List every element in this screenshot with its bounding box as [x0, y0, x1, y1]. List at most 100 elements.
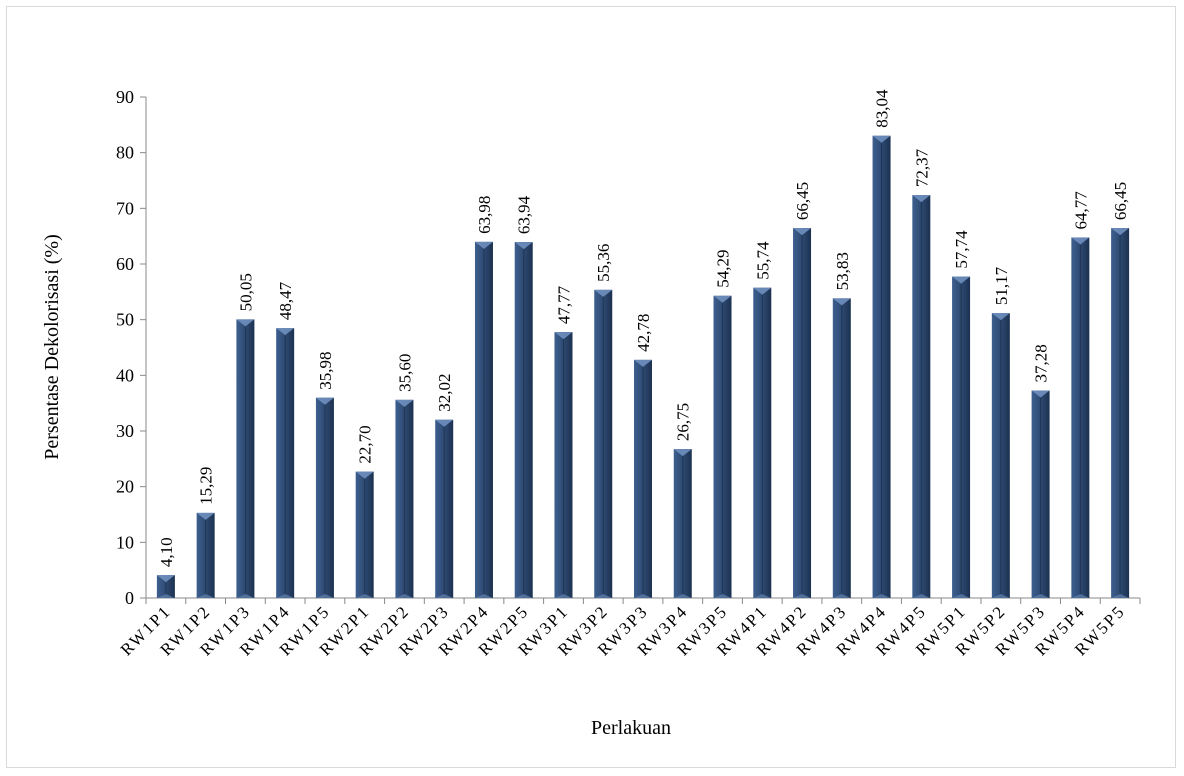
data-labels: 4,10RW1P115,29RW1P250,05RW1P348,47RW1P43…	[117, 89, 1130, 659]
y-axis-title: Persentase Dekolorisasi (%)	[41, 234, 63, 460]
bar-bevel-bottom	[793, 594, 812, 598]
bar-bevel	[315, 397, 334, 405]
bar-bevel	[912, 195, 931, 203]
bar-rw3p2	[594, 289, 613, 598]
bar-bevel-bottom	[872, 594, 891, 598]
bar-rw4p3	[832, 298, 851, 598]
bar-bevel-bottom	[713, 594, 732, 598]
y-tick-label: 20	[116, 477, 134, 497]
data-label: 63,94	[515, 195, 534, 234]
bar-bevel-bottom	[395, 594, 414, 598]
data-label: 55,74	[753, 241, 772, 280]
bar-bevel	[753, 287, 772, 295]
bar-rw3p1	[554, 332, 573, 598]
data-label: 15,29	[197, 467, 216, 505]
data-label: 32,02	[435, 374, 454, 412]
bar-rw2p4	[474, 241, 493, 598]
axes: 0 10 20 30 40 50 60 70 80 90	[116, 87, 1141, 608]
bar-bevel	[673, 449, 692, 457]
bar-rw5p3	[1031, 390, 1050, 598]
bar-rw2p3	[435, 419, 454, 598]
bar-bevel	[156, 575, 175, 583]
data-label: 66,45	[793, 182, 812, 220]
x-axis-title: Perlakuan	[591, 717, 671, 739]
y-tick-label: 80	[116, 143, 134, 163]
bar-bevel-bottom	[474, 594, 493, 598]
data-label: 47,77	[554, 285, 573, 324]
bar-bevel	[634, 359, 652, 367]
bar-bevel	[474, 241, 493, 249]
bar-bevel	[435, 419, 454, 427]
bar-bevel-bottom	[1071, 594, 1090, 598]
bar-bevel-bottom	[435, 594, 454, 598]
data-label: 57,74	[952, 230, 971, 269]
bar-rw1p3	[236, 319, 255, 598]
bar-bevel-bottom	[753, 594, 772, 598]
bar-rw3p4	[673, 449, 692, 598]
data-label: 64,77	[1071, 191, 1090, 230]
y-tick-label: 60	[116, 254, 134, 274]
bar-rw3p3	[634, 359, 652, 598]
bar-bevel	[196, 512, 215, 520]
bar-bevel	[872, 135, 891, 143]
bar-bevel	[395, 399, 414, 407]
bars	[156, 135, 1130, 599]
bar-rw4p2	[793, 228, 812, 598]
bar-bevel	[991, 313, 1010, 321]
y-tick-label: 0	[125, 588, 134, 608]
bar-bevel-bottom	[1111, 594, 1130, 598]
bar-bevel	[1111, 228, 1130, 236]
bar-bevel-bottom	[276, 594, 295, 598]
bar-bevel	[1071, 237, 1090, 245]
bar-bevel-bottom	[673, 594, 692, 598]
bar-rw1p4	[276, 328, 295, 598]
bar-rw5p4	[1071, 237, 1090, 598]
bar-bevel-bottom	[991, 594, 1010, 598]
bar-bevel-bottom	[315, 594, 334, 598]
bar-rw4p5	[912, 195, 931, 599]
bar-bevel	[355, 471, 374, 479]
data-label: 63,98	[475, 196, 494, 234]
bar-bevel	[594, 289, 613, 297]
bar-bevel	[514, 242, 533, 250]
bar-bevel-bottom	[355, 594, 374, 598]
bar-bevel-bottom	[832, 594, 851, 598]
y-tick-label: 10	[116, 532, 134, 552]
bar-bevel	[713, 295, 732, 303]
bar-bevel-bottom	[634, 594, 652, 598]
data-label: 26,75	[674, 403, 693, 441]
bar-bevel-bottom	[912, 594, 931, 598]
bar-bevel	[832, 298, 851, 306]
bar-bevel-bottom	[952, 594, 971, 598]
bar-rw1p5	[315, 397, 334, 598]
bar-bevel	[952, 276, 971, 284]
bar-bevel	[1031, 390, 1050, 398]
bar-rw2p2	[395, 399, 414, 598]
y-tick-label: 50	[116, 310, 134, 330]
data-label: 4,10	[157, 537, 176, 567]
bar-bevel-bottom	[236, 594, 255, 598]
data-label: 42,78	[634, 314, 653, 352]
bar-rw2p5	[514, 242, 533, 599]
data-label: 50,05	[236, 273, 255, 311]
data-label: 53,83	[833, 252, 852, 290]
bar-bevel	[554, 332, 573, 340]
data-label: 35,60	[395, 354, 414, 392]
data-label: 66,45	[1111, 182, 1130, 220]
bar-rw5p5	[1111, 228, 1130, 598]
bar-bevel-bottom	[196, 594, 215, 598]
bar-bevel-bottom	[156, 594, 175, 598]
y-tick-label: 30	[116, 421, 134, 441]
data-label: 48,47	[276, 281, 295, 320]
bar-rw1p1	[156, 575, 175, 598]
bar-rw5p2	[991, 313, 1010, 598]
data-label: 54,29	[714, 250, 733, 288]
data-label: 22,70	[356, 425, 375, 463]
bar-bevel	[276, 328, 295, 336]
y-tick-label: 40	[116, 365, 134, 385]
bar-rw4p1	[753, 287, 772, 598]
bar-bevel	[236, 319, 255, 327]
bar-rw3p5	[713, 295, 732, 598]
data-label: 83,04	[873, 89, 892, 128]
